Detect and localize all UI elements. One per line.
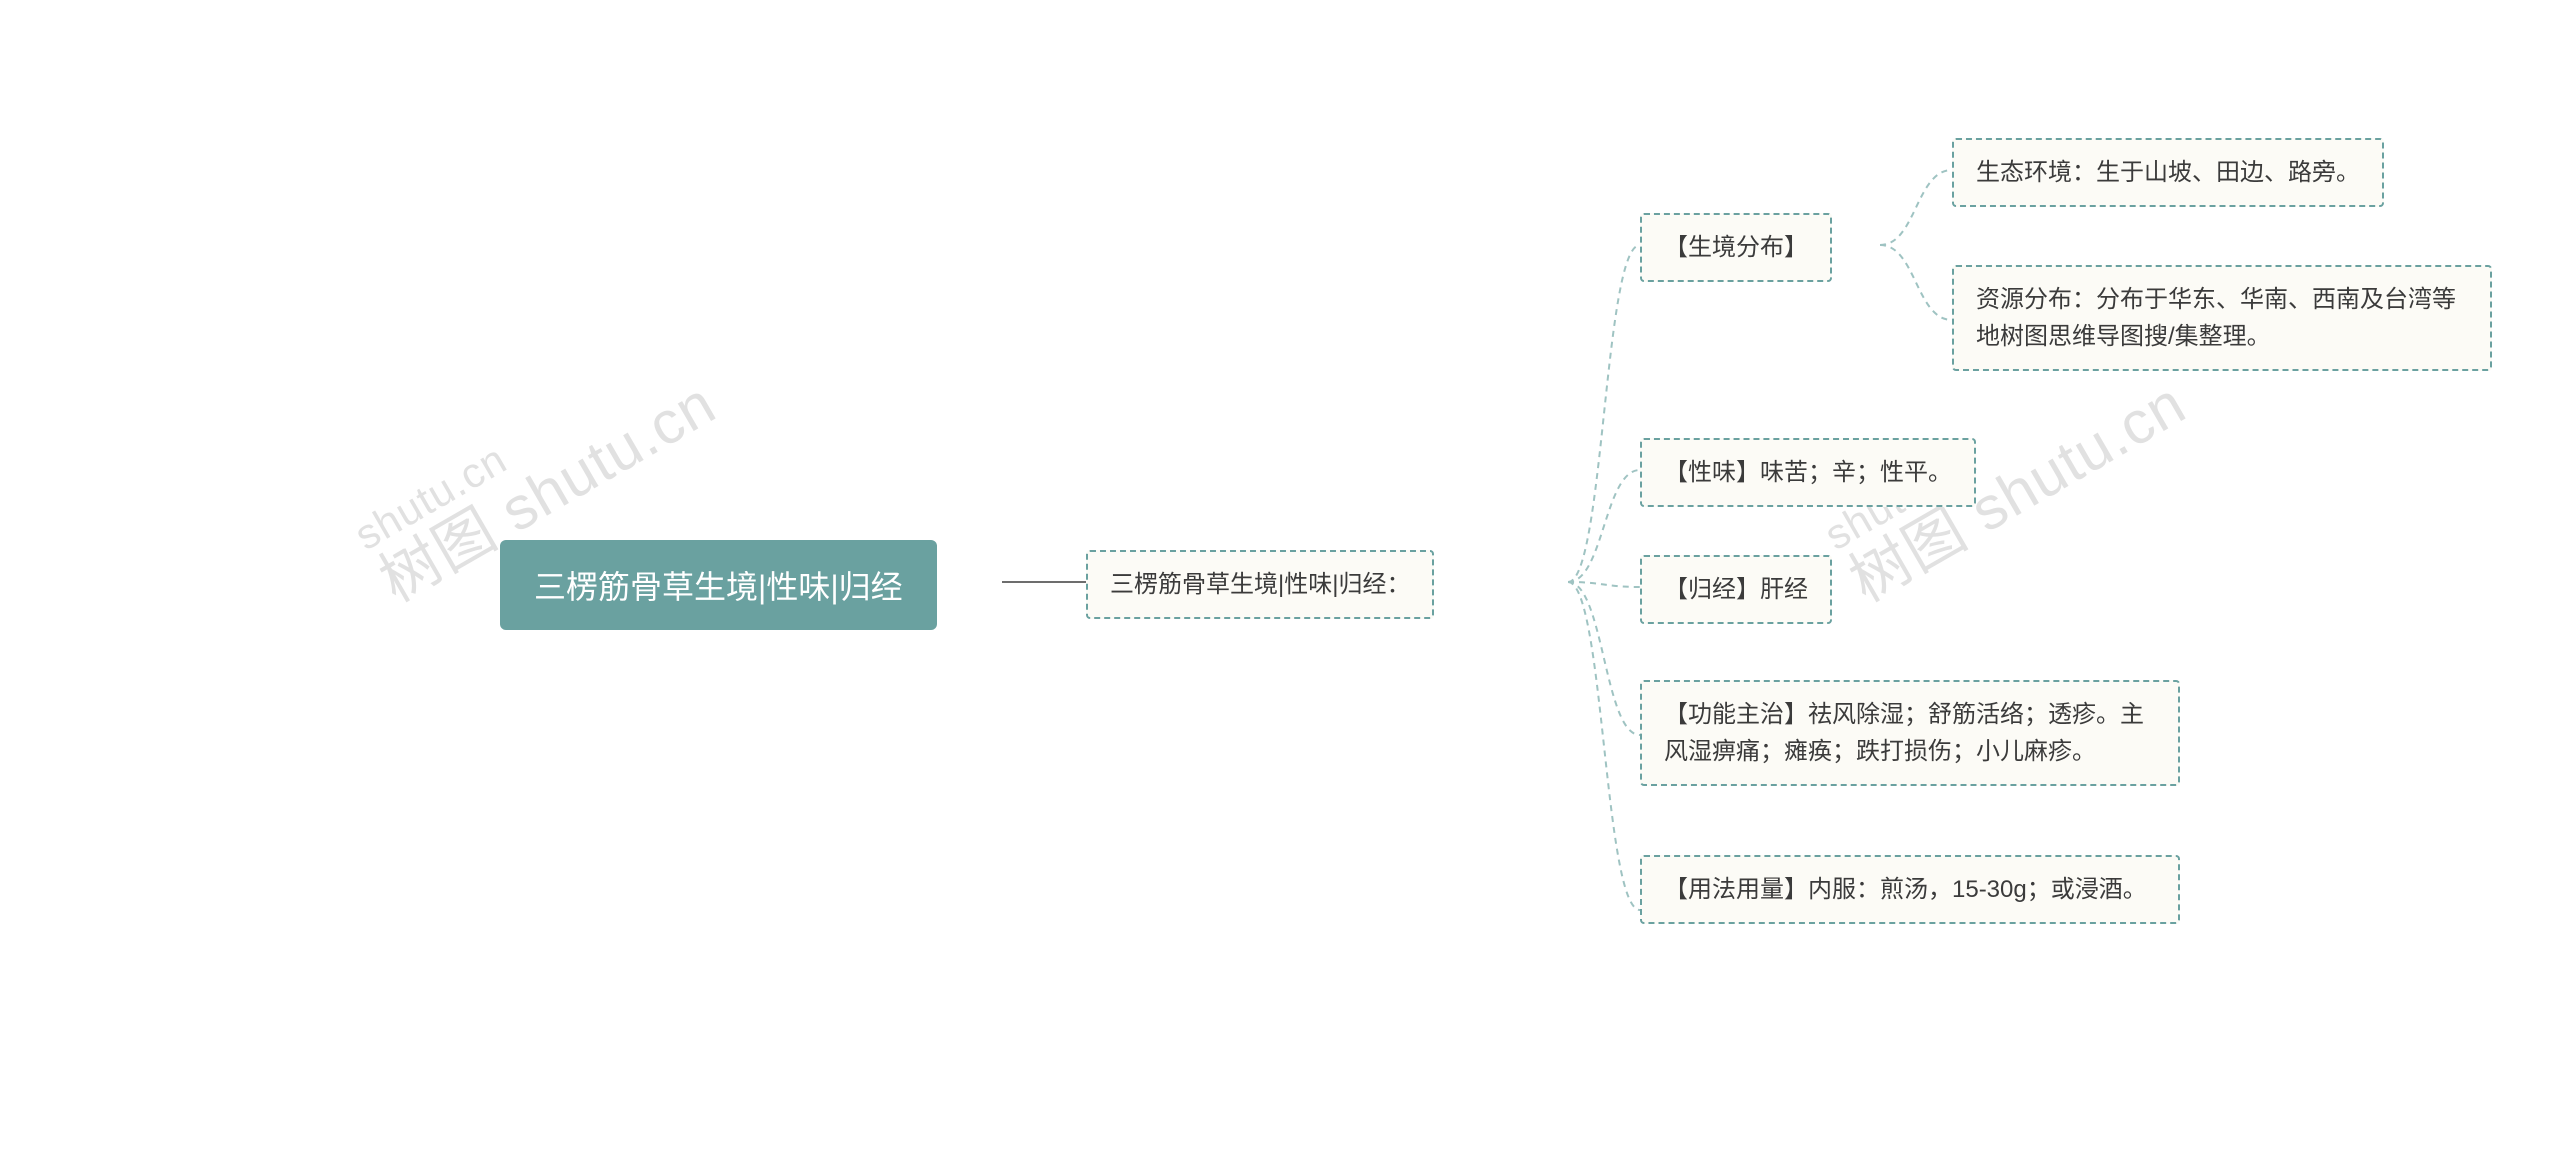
level2-usage[interactable]: 【用法用量】内服：煎汤，15-30g；或浸酒。 (1640, 855, 2180, 924)
level2-meridian[interactable]: 【归经】肝经 (1640, 555, 1832, 624)
level3-ecology[interactable]: 生态环境：生于山坡、田边、路旁。 (1952, 138, 2384, 207)
root-label: 三楞筋骨草生境|性味|归经 (534, 562, 903, 608)
level2-habitat-label: 【生境分布】 (1664, 229, 1808, 266)
level3-resource-label: 资源分布：分布于华东、华南、西南及台湾等地树图思维导图搜/集整理。 (1976, 281, 2468, 355)
level2-meridian-label: 【归经】肝经 (1664, 571, 1808, 608)
level3-resource[interactable]: 资源分布：分布于华东、华南、西南及台湾等地树图思维导图搜/集整理。 (1952, 265, 2492, 371)
root-node[interactable]: 三楞筋骨草生境|性味|归经 (500, 540, 937, 630)
level1-node[interactable]: 三楞筋骨草生境|性味|归经： (1086, 550, 1434, 619)
level2-flavor-label: 【性味】味苦；辛；性平。 (1664, 454, 1952, 491)
level2-usage-label: 【用法用量】内服：煎汤，15-30g；或浸酒。 (1664, 871, 2147, 908)
level2-function[interactable]: 【功能主治】祛风除湿；舒筋活络；透疹。主风湿痹痛；瘫痪；跌打损伤；小儿麻疹。 (1640, 680, 2180, 786)
level3-ecology-label: 生态环境：生于山坡、田边、路旁。 (1976, 154, 2360, 191)
watermark-text-1: shutu.cn (348, 334, 693, 558)
level2-function-label: 【功能主治】祛风除湿；舒筋活络；透疹。主风湿痹痛；瘫痪；跌打损伤；小儿麻疹。 (1664, 696, 2156, 770)
level2-habitat[interactable]: 【生境分布】 (1640, 213, 1832, 282)
level1-label: 三楞筋骨草生境|性味|归经： (1110, 566, 1410, 603)
level2-flavor[interactable]: 【性味】味苦；辛；性平。 (1640, 438, 1976, 507)
